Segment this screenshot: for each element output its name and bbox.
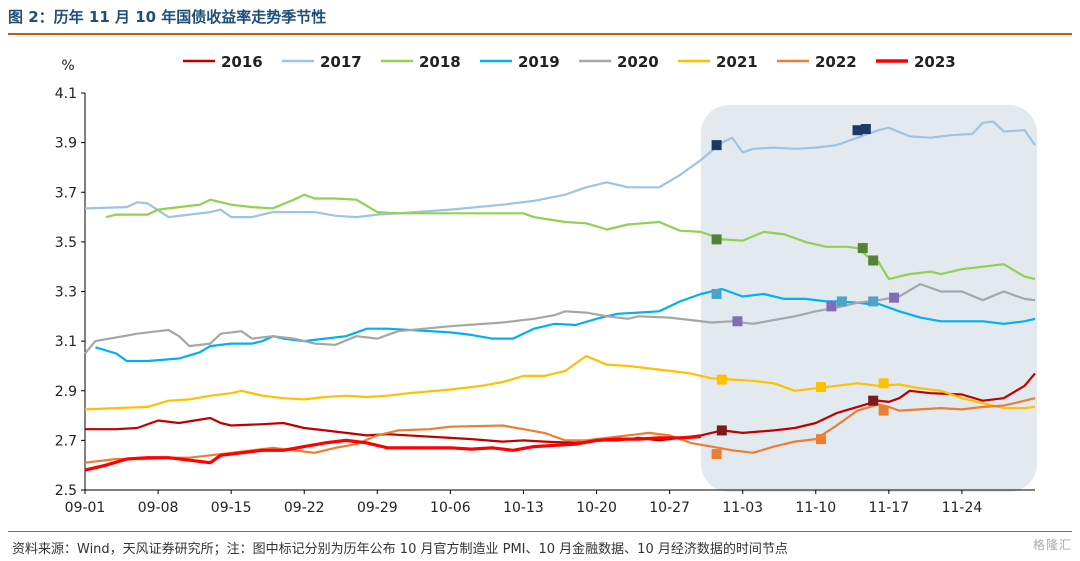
y-tick-label: 2.5 — [55, 483, 77, 499]
x-tick-label: 10-13 — [503, 500, 544, 516]
x-tick-label: 09-15 — [211, 500, 252, 516]
legend-label-2022: 2022 — [815, 53, 857, 71]
event-marker-2020 — [826, 301, 837, 312]
legend-label-2019: 2019 — [518, 53, 560, 71]
event-marker-2018 — [857, 243, 868, 254]
event-marker-2019 — [868, 296, 879, 307]
y-tick-label: 3.5 — [55, 235, 77, 251]
x-tick-label: 09-29 — [357, 500, 398, 516]
legend-label-2018: 2018 — [419, 53, 461, 71]
x-tick-label: 09-22 — [284, 500, 325, 516]
y-tick-label: 4.1 — [55, 86, 77, 102]
event-marker-2021 — [815, 382, 826, 393]
event-marker-2016 — [716, 425, 727, 436]
event-marker-2018 — [711, 234, 722, 245]
series-line-2021 — [84, 354, 1036, 411]
series-line-2018 — [105, 193, 1036, 281]
y-tick-label: 3.9 — [55, 136, 77, 152]
y-tick-label: 3.1 — [55, 334, 77, 350]
event-marker-2021 — [878, 378, 889, 389]
y-tick-label: 2.7 — [55, 433, 77, 449]
axes-layer: 2.5 2.7 2.9 3.1 3.3 3.5 3.7 3.9 4.1 09-01 09-08 09-… — [55, 86, 1035, 516]
event-marker-2019 — [711, 288, 722, 299]
x-tick-label: 11-03 — [722, 500, 763, 516]
x-tick-label: 10-06 — [430, 500, 471, 516]
legend-label-2023: 2023 — [914, 53, 956, 71]
series-line-2017 — [84, 120, 1036, 219]
event-marker-2022 — [711, 449, 722, 460]
x-tick-label: 10-27 — [649, 500, 690, 516]
event-marker-2017 — [711, 140, 722, 151]
footer-rule — [8, 531, 1072, 532]
legend-label-2021: 2021 — [716, 53, 758, 71]
source-note: 资料来源：Wind，天风证券研究所；注：图中标记分别为历年公布 10 月官方制造… — [12, 542, 788, 557]
legend-label-2017: 2017 — [320, 53, 362, 71]
y-tick-label: 3.3 — [55, 285, 77, 301]
event-marker-2017 — [860, 123, 871, 134]
x-tick-label: 11-10 — [795, 500, 836, 516]
event-marker-2022 — [815, 434, 826, 445]
event-marker-2018 — [868, 255, 879, 266]
event-marker-2020 — [732, 316, 743, 327]
series-layer — [84, 120, 1036, 472]
series-line-2019 — [95, 287, 1036, 363]
x-tick-label: 10-20 — [576, 500, 617, 516]
title-rule — [8, 33, 1072, 35]
legend-label-2016: 2016 — [221, 53, 263, 71]
y-tick-label: 3.7 — [55, 185, 77, 201]
event-marker-2022 — [878, 405, 889, 416]
x-tick-label: 09-08 — [138, 500, 179, 516]
brand-watermark: 格隆汇 — [1032, 538, 1072, 552]
y-axis-unit-label: % — [61, 58, 74, 74]
event-marker-2020 — [889, 292, 900, 303]
x-tick-label: 11-17 — [869, 500, 910, 516]
series-line-2023 — [84, 435, 701, 472]
legend-label-2020: 2020 — [617, 53, 659, 71]
event-marker-2016 — [868, 395, 879, 406]
event-marker-2017 — [852, 125, 863, 136]
markers-layer — [711, 123, 900, 460]
legend-layer: 2016 2017 2018 2019 2020 2021 2022 2023 — [183, 53, 956, 71]
figure-title: 图 2：历年 11 月 10 年国债收益率走势季节性 — [8, 8, 327, 26]
series-line-2020 — [84, 283, 1036, 355]
x-tick-label: 11-24 — [942, 500, 983, 516]
event-marker-2021 — [716, 374, 727, 385]
event-marker-2019 — [836, 296, 847, 307]
x-tick-label: 09-01 — [65, 500, 106, 516]
y-tick-label: 2.9 — [55, 384, 77, 400]
